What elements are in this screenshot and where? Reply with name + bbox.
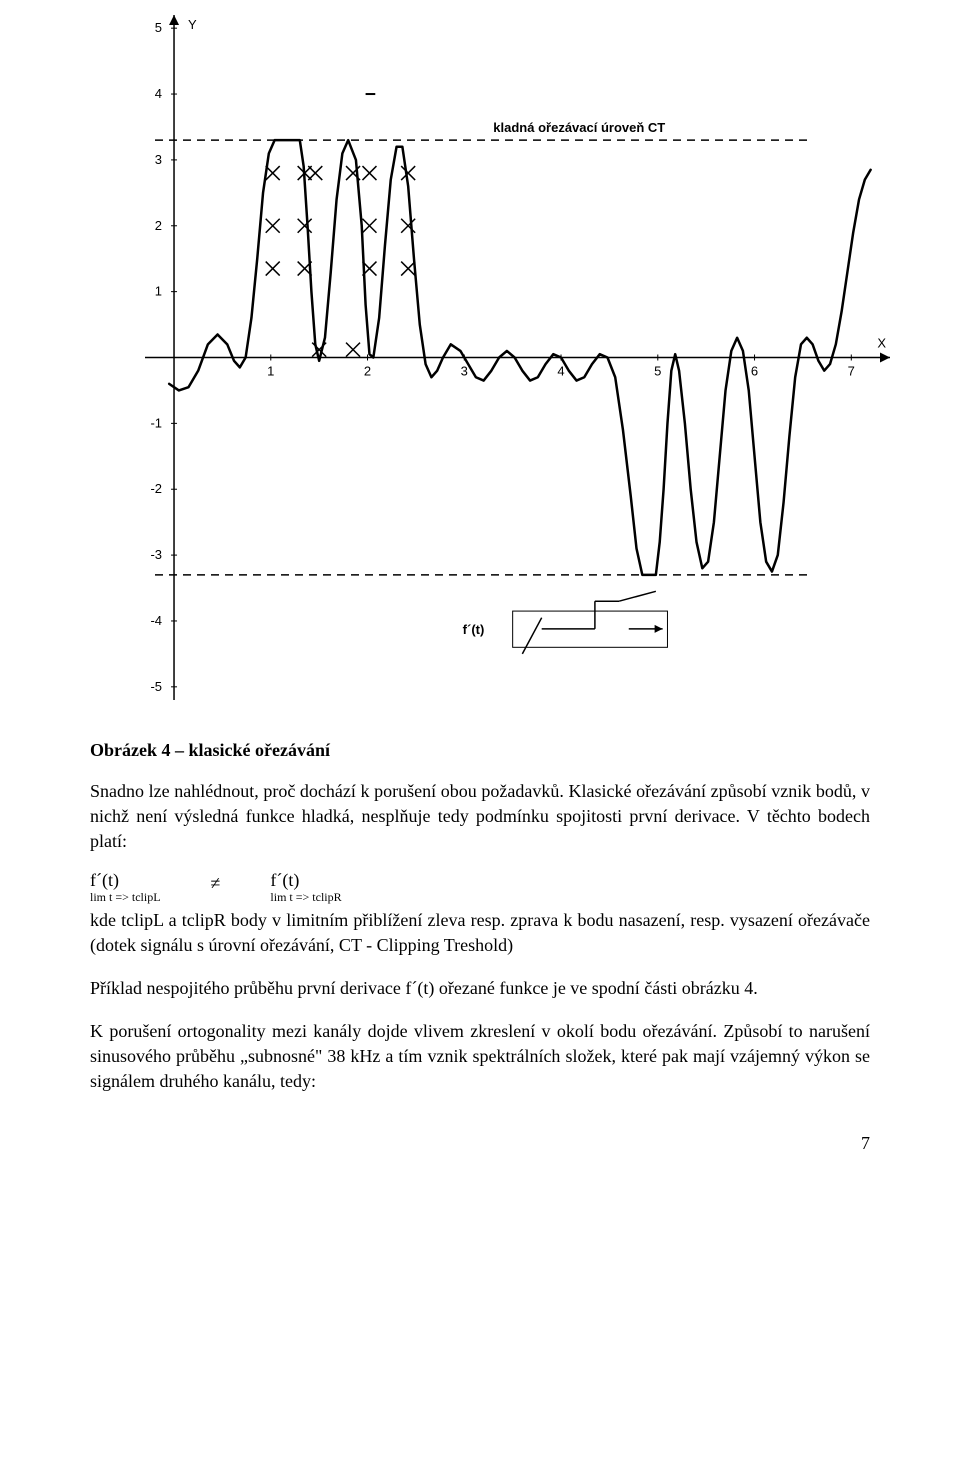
- limit-neq: ≠: [211, 871, 221, 894]
- svg-text:2: 2: [155, 218, 162, 233]
- paragraph-1: Snadno lze nahlédnout, proč dochází k po…: [90, 779, 870, 853]
- clipping-chart: 1234567-5-4-3-2-112345XYkladná ořezávací…: [90, 0, 870, 710]
- svg-text:X: X: [877, 336, 886, 351]
- chart-svg: 1 2 3 4 5 6 7 -5 -4 -3 -2 -1 1 2 3 4 5 X Ykladná ořezávací…: [90, 0, 910, 710]
- svg-text:6: 6: [751, 364, 758, 379]
- svg-text:7: 7: [848, 364, 855, 379]
- page-number: 7: [90, 1133, 870, 1154]
- svg-text:Y: Y: [188, 17, 197, 32]
- svg-text:3: 3: [155, 152, 162, 167]
- paragraph-4: K porušení ortogonality mezi kanály dojd…: [90, 1019, 870, 1093]
- paragraph-3: Příklad nespojitého průběhu první deriva…: [90, 976, 870, 1001]
- svg-text:-5: -5: [150, 679, 162, 694]
- limit-left-sub: lim t => tclipL: [90, 891, 161, 904]
- svg-text:kladná ořezávací úroveň CT: kladná ořezávací úroveň CT: [493, 120, 665, 135]
- svg-text:4: 4: [557, 364, 564, 379]
- limit-expression: f´(t) lim t => tclipL ≠ f´(t) lim t => t…: [90, 871, 870, 904]
- paragraph-2: kde tclipL a tclipR body v limitním přib…: [90, 908, 870, 958]
- limit-left-func: f´(t): [90, 871, 119, 891]
- svg-text:-2: -2: [150, 481, 162, 496]
- svg-text:-1: -1: [150, 415, 162, 430]
- svg-text:5: 5: [654, 364, 661, 379]
- svg-text:4: 4: [155, 86, 162, 101]
- svg-text:-4: -4: [150, 613, 162, 628]
- svg-text:5: 5: [155, 20, 162, 35]
- svg-text:2: 2: [364, 364, 371, 379]
- svg-text:f´(t): f´(t): [463, 622, 485, 637]
- limit-right-func: f´(t): [270, 871, 299, 891]
- figure-caption: Obrázek 4 – klasické ořezávání: [90, 740, 870, 761]
- svg-text:-3: -3: [150, 547, 162, 562]
- svg-text:3: 3: [461, 364, 468, 379]
- svg-text:1: 1: [267, 364, 274, 379]
- svg-text:1: 1: [155, 284, 162, 299]
- limit-right-sub: lim t => tclipR: [270, 891, 341, 904]
